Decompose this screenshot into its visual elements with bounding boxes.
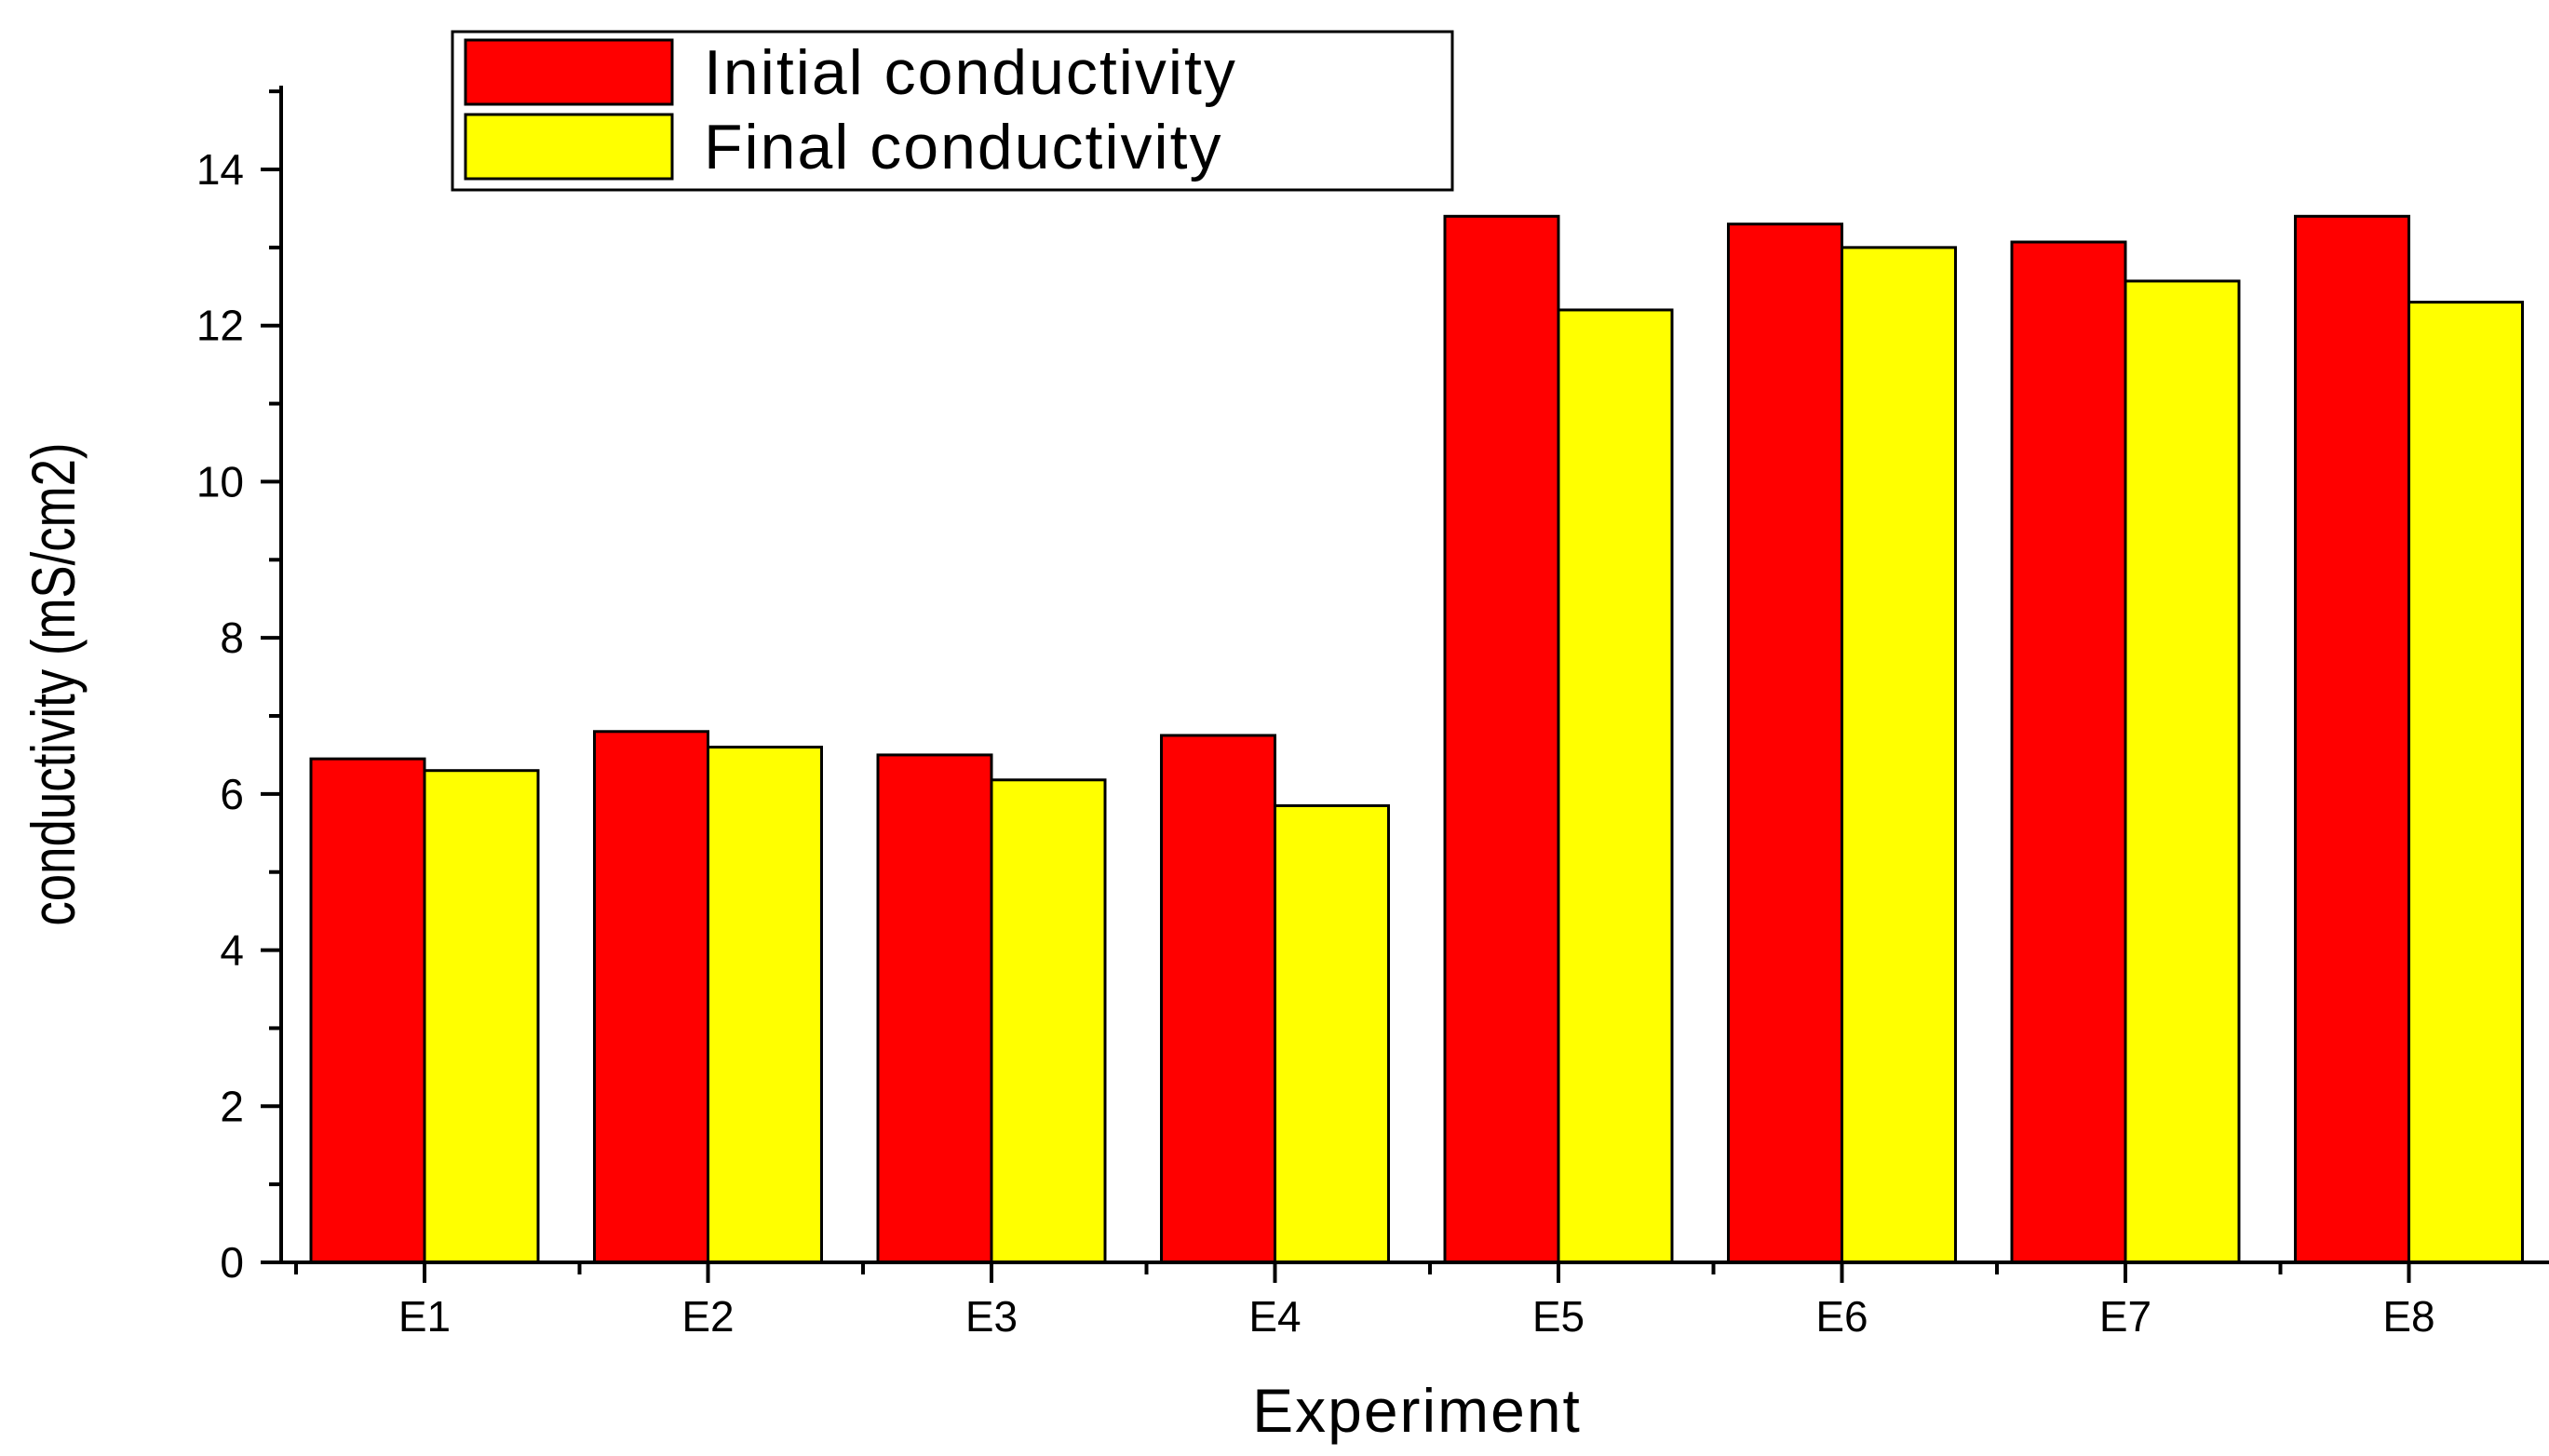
x-tick-label-e7: E7 [2099, 1292, 2151, 1341]
y-tick-label: 6 [220, 770, 244, 818]
legend-label-initial: Initial conductivity [704, 37, 1237, 108]
bar-e8-final [2407, 301, 2524, 1264]
bar-e3-final [990, 778, 1107, 1264]
bar-e8-initial [2294, 214, 2410, 1264]
x-tick-label-e1: E1 [398, 1292, 451, 1341]
y-tick-label: 4 [220, 926, 244, 975]
y-tick-label: 14 [196, 145, 244, 194]
legend: Initial conductivity Final conductivity [451, 30, 1454, 192]
x-tick-label-e8: E8 [2382, 1292, 2434, 1341]
bar-e5-initial [1443, 214, 1560, 1264]
legend-label-final: Final conductivity [704, 112, 1223, 182]
y-tick-label: 8 [220, 613, 244, 662]
x-tick-label-e2: E2 [681, 1292, 734, 1341]
bar-e1-final [423, 769, 540, 1264]
bar-e4-final [1274, 803, 1390, 1264]
legend-swatch-initial [464, 38, 674, 106]
bar-e5-final [1557, 308, 1674, 1264]
y-tick-label: 12 [196, 302, 244, 350]
bar-e3-initial [876, 753, 993, 1264]
y-axis-title: conductivity (mS/cm2) [19, 442, 88, 925]
bar-e2-initial [593, 730, 709, 1264]
bar-e6-initial [1727, 222, 1843, 1264]
x-tick-label-e3: E3 [965, 1292, 1018, 1341]
bar-e6-final [1841, 246, 1957, 1264]
y-tick-label: 0 [220, 1238, 244, 1287]
x-tick-label-e6: E6 [1815, 1292, 1868, 1341]
x-tick-label-e4: E4 [1248, 1292, 1301, 1341]
bar-e1-initial [309, 757, 426, 1264]
y-tick-label: 2 [220, 1082, 244, 1130]
bar-e4-initial [1160, 734, 1276, 1264]
axes-group: 0 2 4 6 8 10 12 14 E1 E2 E3 E4 E5 E6 E7 E8 [196, 86, 2549, 1341]
bar-e7-final [2124, 279, 2241, 1264]
y-tick-label: 10 [196, 457, 244, 506]
bar-e7-initial [2010, 240, 2127, 1264]
legend-swatch-final [464, 113, 674, 181]
x-tick-label-e5: E5 [1532, 1292, 1585, 1341]
x-axis-title: Experiment [1252, 1376, 1582, 1445]
bar-e2-final [707, 746, 823, 1264]
bars-group [309, 214, 2524, 1264]
